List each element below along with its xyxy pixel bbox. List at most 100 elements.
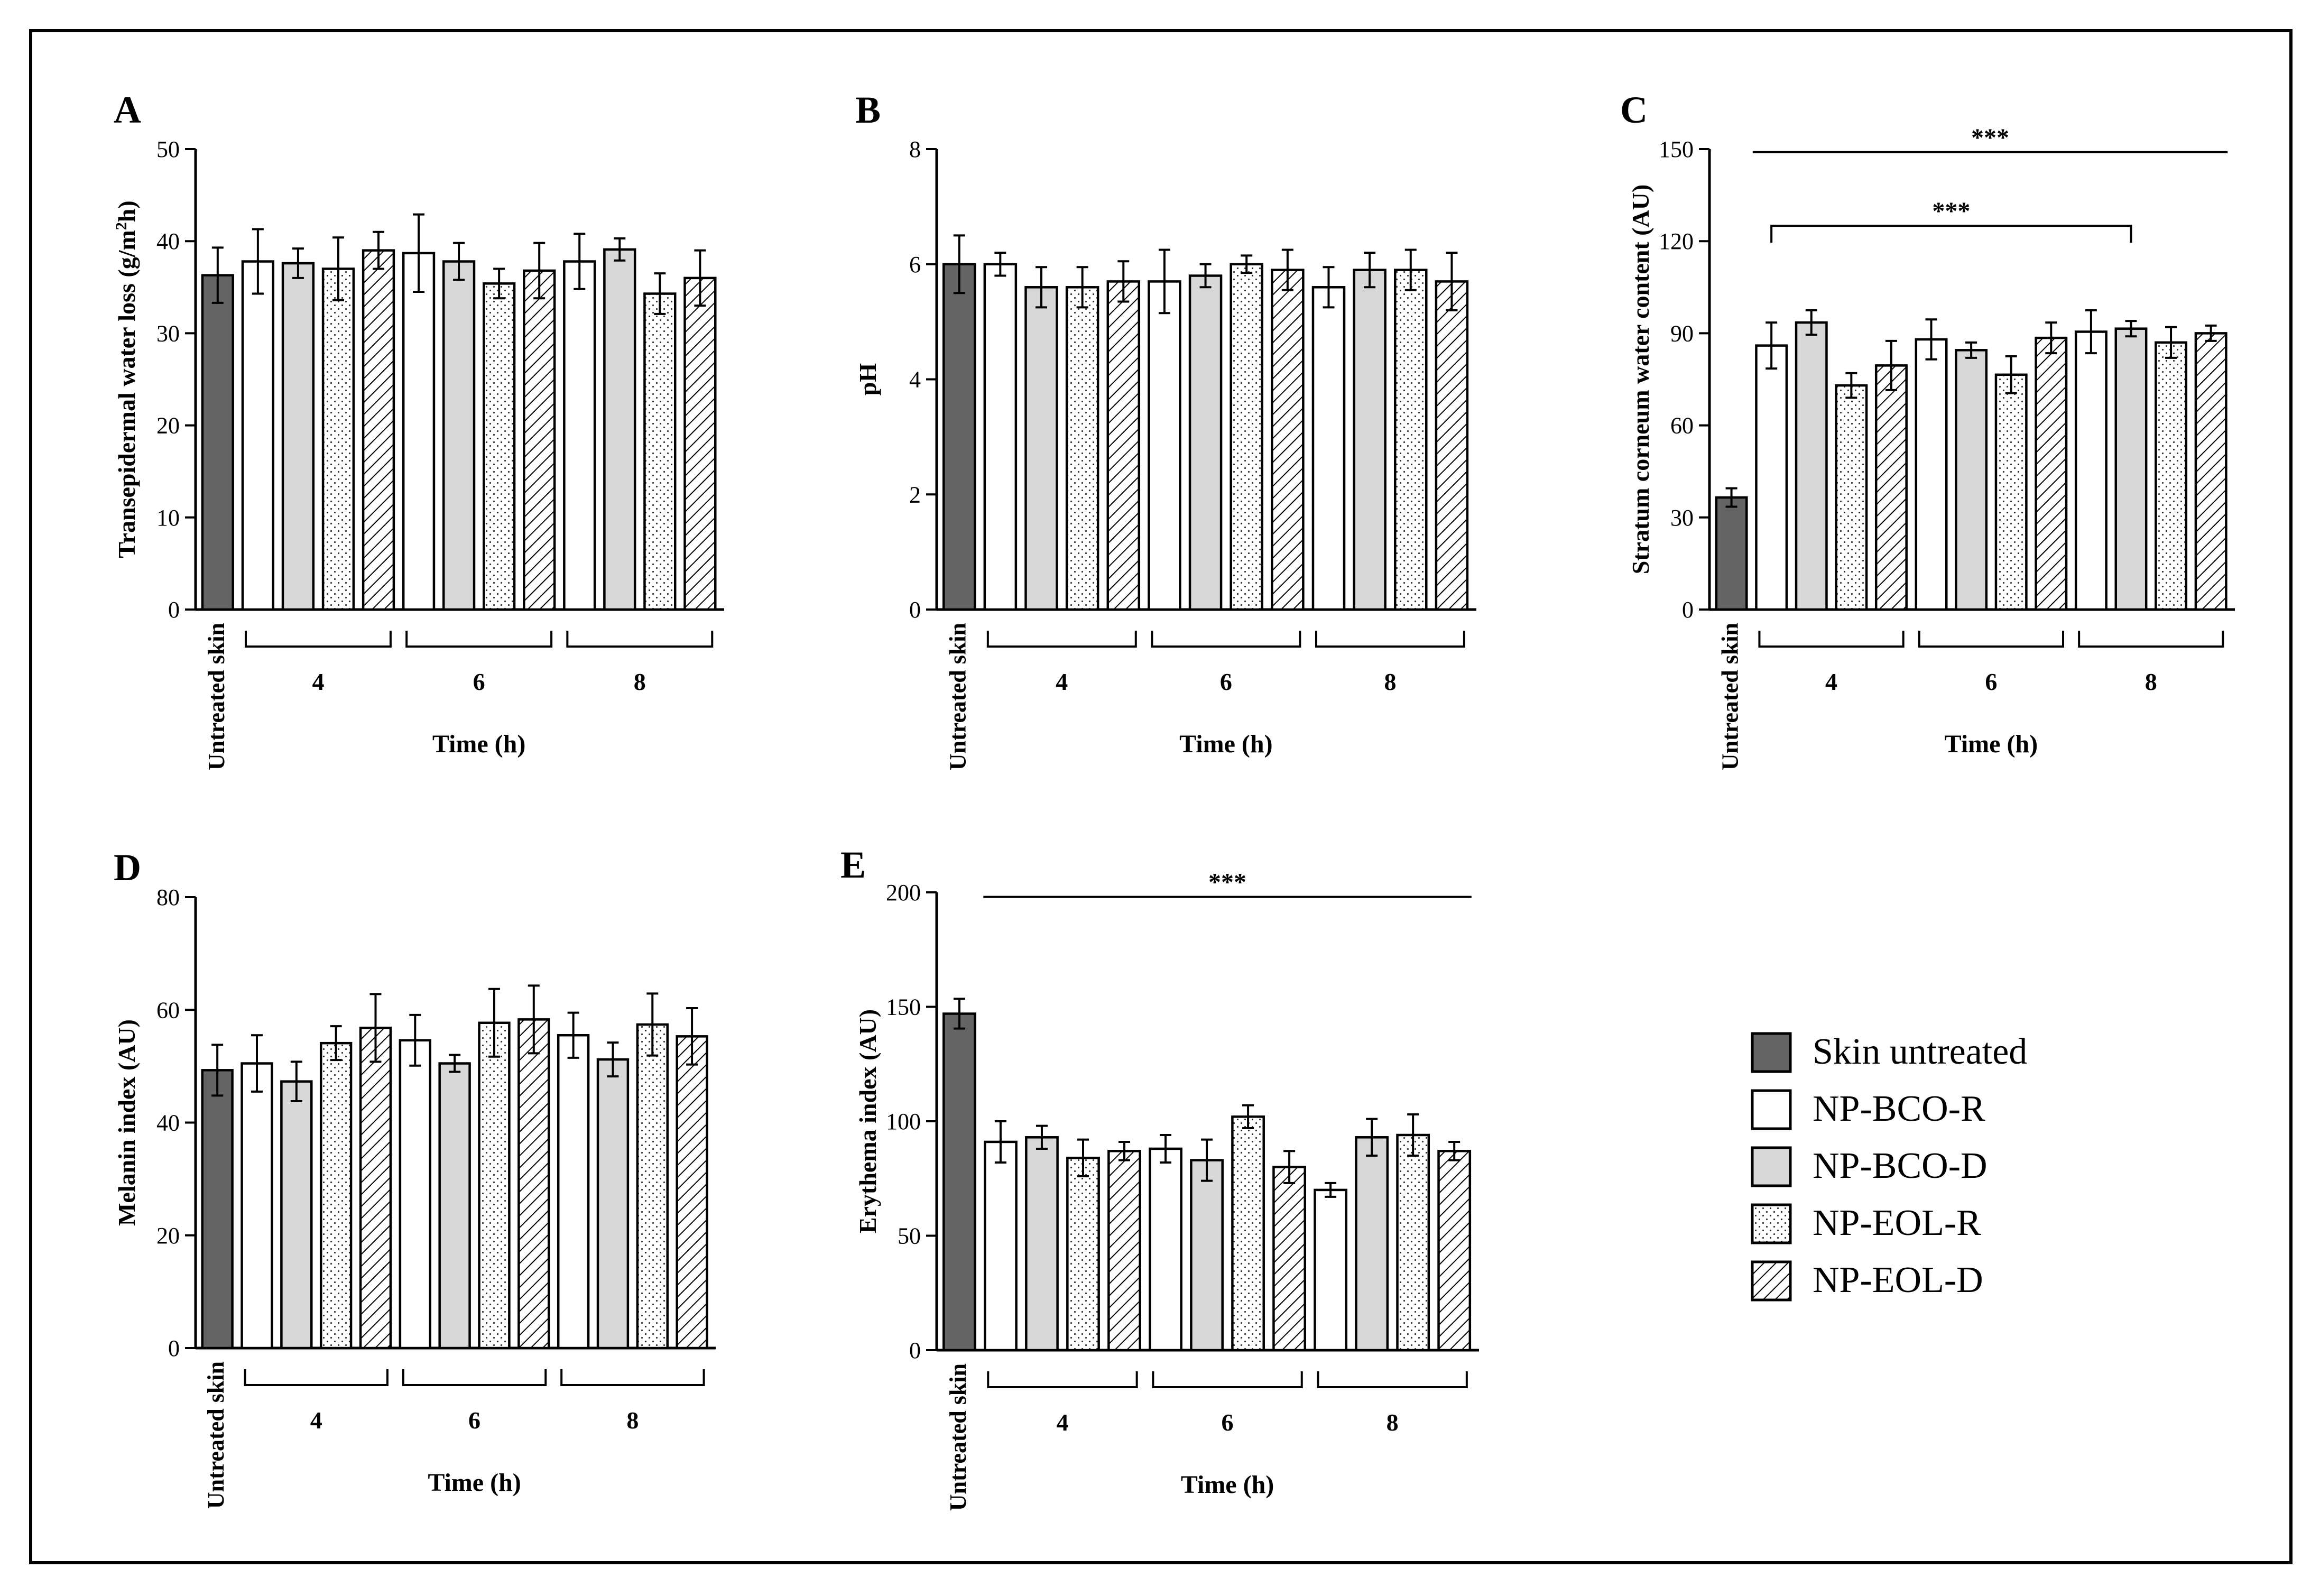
legend-label: Skin untreated	[1813, 1031, 2027, 1072]
bar-bco_d-group4	[1024, 286, 1058, 611]
bar-untreated	[942, 263, 976, 611]
y-axis-label-part: Melanin index (AU)	[113, 1019, 140, 1226]
y-tick-label: 50	[898, 1223, 921, 1249]
bar-eol_d-group6	[1272, 1166, 1306, 1352]
bar-bco_r-group6	[399, 1039, 431, 1350]
y-tick-label: 100	[886, 1109, 921, 1134]
bar-eol_d-group8	[2194, 332, 2227, 611]
x-axis-title: Time (h)	[1179, 730, 1272, 758]
legend-swatch	[1751, 1260, 1792, 1302]
group-label: 6	[1985, 668, 1997, 695]
y-axis-label: Transepidermal water loss (g/m2h)	[113, 200, 141, 558]
panel-letter: C	[1620, 89, 1648, 131]
bar-eol_r-group8	[1394, 269, 1428, 611]
y-tick-label: 0	[909, 1337, 921, 1363]
group-bracket	[566, 631, 714, 648]
bar-bco_d-group6	[1190, 1159, 1224, 1352]
panel-b: B 0 2 4 6 8 pH Untreated skin 4 6 8 Time (h)	[854, 89, 1476, 770]
y-tick-label: 10	[156, 505, 180, 531]
bar-bco_r-group8	[2074, 330, 2108, 611]
bar-eol_r-group8	[1396, 1133, 1430, 1352]
bar-eol_r-group4	[1066, 1157, 1100, 1352]
x-axis-title: Time (h)	[1181, 1471, 1274, 1499]
bar-untreated	[201, 1069, 234, 1350]
bar-eol_r-group6	[1994, 373, 2028, 611]
bar-bco_d-group6	[1955, 349, 1988, 611]
bar-eol_d-group8	[676, 1035, 708, 1350]
bar-bco_d-group6	[442, 260, 476, 611]
y-axis-label-part: Erythema index (AU)	[854, 1009, 881, 1233]
group-label: 4	[312, 668, 324, 695]
y-axis-label: pH	[854, 363, 881, 396]
bar-eol_r-group8	[2155, 341, 2188, 611]
group-label: 4	[1825, 668, 1837, 695]
x-label-untreated: Untreated skin	[203, 1361, 229, 1509]
bar-eol_d-group8	[1437, 1150, 1472, 1352]
y-tick-label: 6	[909, 252, 921, 278]
bar-eol_d-group4	[1107, 1150, 1141, 1352]
y-tick-label: 30	[156, 320, 180, 346]
bar-bco_d-group6	[438, 1062, 471, 1350]
panel-d: D 0 20 40 60 80 Melanin index (AU) Untreated sk…	[113, 846, 716, 1509]
group-bracket	[1918, 631, 2065, 648]
y-tick-label: 80	[156, 884, 180, 910]
bar-eol_r-group6	[478, 1021, 511, 1350]
bar-eol_d-group6	[1271, 269, 1305, 611]
legend: Skin untreated NP-BCO-R NP-BCO-D NP-EOL-R NP…	[1751, 1031, 2027, 1302]
y-axis-label: Erythema index (AU)	[854, 1009, 881, 1233]
x-label-untreated: Untreated skin	[945, 623, 971, 770]
bar-eol_d-group6	[517, 1018, 550, 1350]
bar-bco_r-group8	[557, 1034, 590, 1350]
legend-swatch	[1751, 1203, 1792, 1244]
group-bracket	[1152, 1371, 1303, 1388]
group-bracket	[244, 631, 392, 648]
bar-bco_r-group4	[241, 260, 275, 611]
y-tick-label: 60	[156, 997, 180, 1023]
group-label: 6	[1222, 1409, 1234, 1436]
group-label: 4	[310, 1407, 322, 1434]
bar-bco_r-group6	[1148, 280, 1181, 611]
bar-eol_r-group4	[1835, 384, 1868, 611]
legend-label: NP-EOL-D	[1813, 1260, 1983, 1300]
bar-bco_d-group8	[603, 248, 636, 611]
bar-bco_d-group4	[280, 1080, 313, 1350]
bar-bco_r-group4	[983, 263, 1018, 611]
bar-eol_r-group4	[321, 267, 355, 611]
y-tick-label: 8	[909, 136, 921, 162]
group-bracket	[402, 1369, 547, 1386]
y-tick-label: 50	[156, 136, 180, 162]
group-label: 4	[1056, 668, 1068, 695]
legend-label: NP-BCO-R	[1813, 1088, 1985, 1129]
group-bracket	[244, 1369, 389, 1386]
bar-bco_r-group6	[1149, 1147, 1182, 1352]
y-tick-label: 4	[909, 367, 921, 393]
legend-swatch	[1751, 1146, 1792, 1187]
bar-eol_d-group4	[1874, 364, 1908, 611]
bar-eol_r-group6	[482, 282, 516, 611]
bar-eol_r-group8	[636, 1023, 669, 1350]
group-label: 8	[1387, 1409, 1399, 1436]
group-label: 6	[473, 668, 485, 695]
group-label: 8	[626, 1407, 639, 1434]
group-bracket	[987, 1371, 1138, 1388]
y-axis-label-part: Stratum corneum water content (AU)	[1627, 184, 1654, 575]
group-label: 8	[1384, 668, 1396, 695]
bar-eol_r-group4	[319, 1041, 353, 1350]
bar-eol_d-group8	[1435, 280, 1469, 611]
panel-a: A 0 10 20 30 40 50 Transepidermal water loss (g…	[113, 89, 724, 770]
significance-label: ***	[1971, 124, 2009, 152]
group-label: 6	[1220, 668, 1232, 695]
x-axis-title: Time (h)	[1945, 730, 2038, 758]
legend-swatch	[1751, 1032, 1792, 1073]
group-bracket	[1151, 631, 1301, 648]
bar-eol_r-group4	[1065, 286, 1099, 611]
y-axis-label-part: Transepidermal water loss (g/m	[113, 230, 140, 558]
bar-bco_d-group8	[596, 1058, 630, 1350]
legend-label: NP-BCO-D	[1813, 1146, 1988, 1186]
group-label: 6	[468, 1407, 480, 1434]
y-tick-label: 2	[909, 482, 921, 508]
y-axis-label-part: pH	[854, 363, 881, 396]
y-tick-label: 40	[156, 1110, 180, 1136]
